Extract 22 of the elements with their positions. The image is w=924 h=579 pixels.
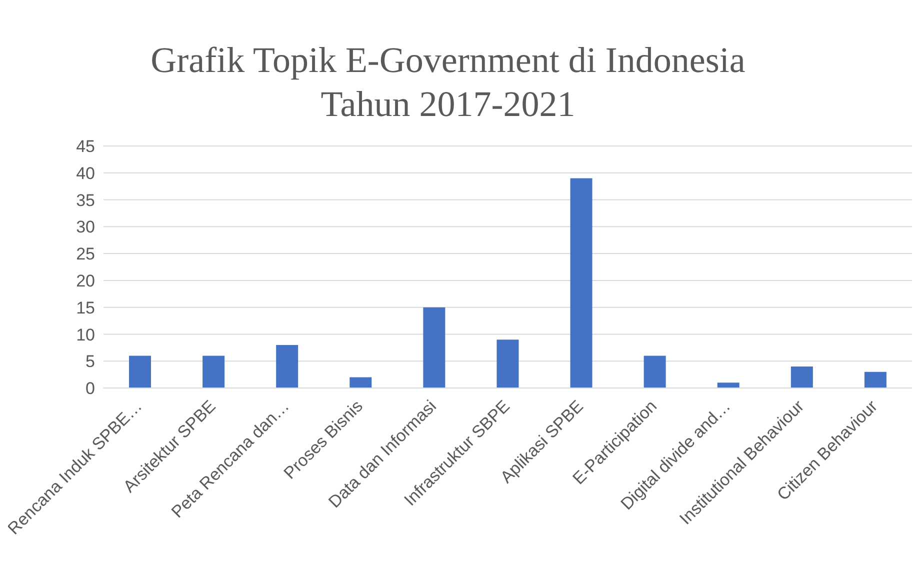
bar: [496, 340, 519, 388]
y-tick-label: 15: [76, 298, 95, 318]
y-tick-label: 25: [76, 244, 95, 264]
bar: [644, 356, 666, 388]
y-tick-label: 20: [76, 271, 95, 290]
bar: [570, 178, 592, 388]
y-tick-label: 40: [76, 164, 95, 183]
bar: [276, 344, 298, 388]
chart-title: Grafik Topik E-Government di Indonesia Tahun 2017-2021: [150, 39, 746, 126]
y-tick-label: 35: [76, 190, 95, 210]
bar: [864, 372, 886, 388]
y-tick-label: 10: [76, 325, 95, 344]
y-tick-label: 45: [76, 137, 95, 156]
bar: [129, 356, 151, 388]
y-tick-label: 5: [86, 352, 95, 372]
bar: [717, 382, 740, 388]
y-tick-label: 0: [86, 379, 95, 398]
bar: [202, 356, 225, 388]
bar: [350, 377, 372, 388]
bar: [423, 307, 446, 388]
bar: [790, 366, 813, 388]
y-tick-label: 30: [76, 218, 95, 237]
